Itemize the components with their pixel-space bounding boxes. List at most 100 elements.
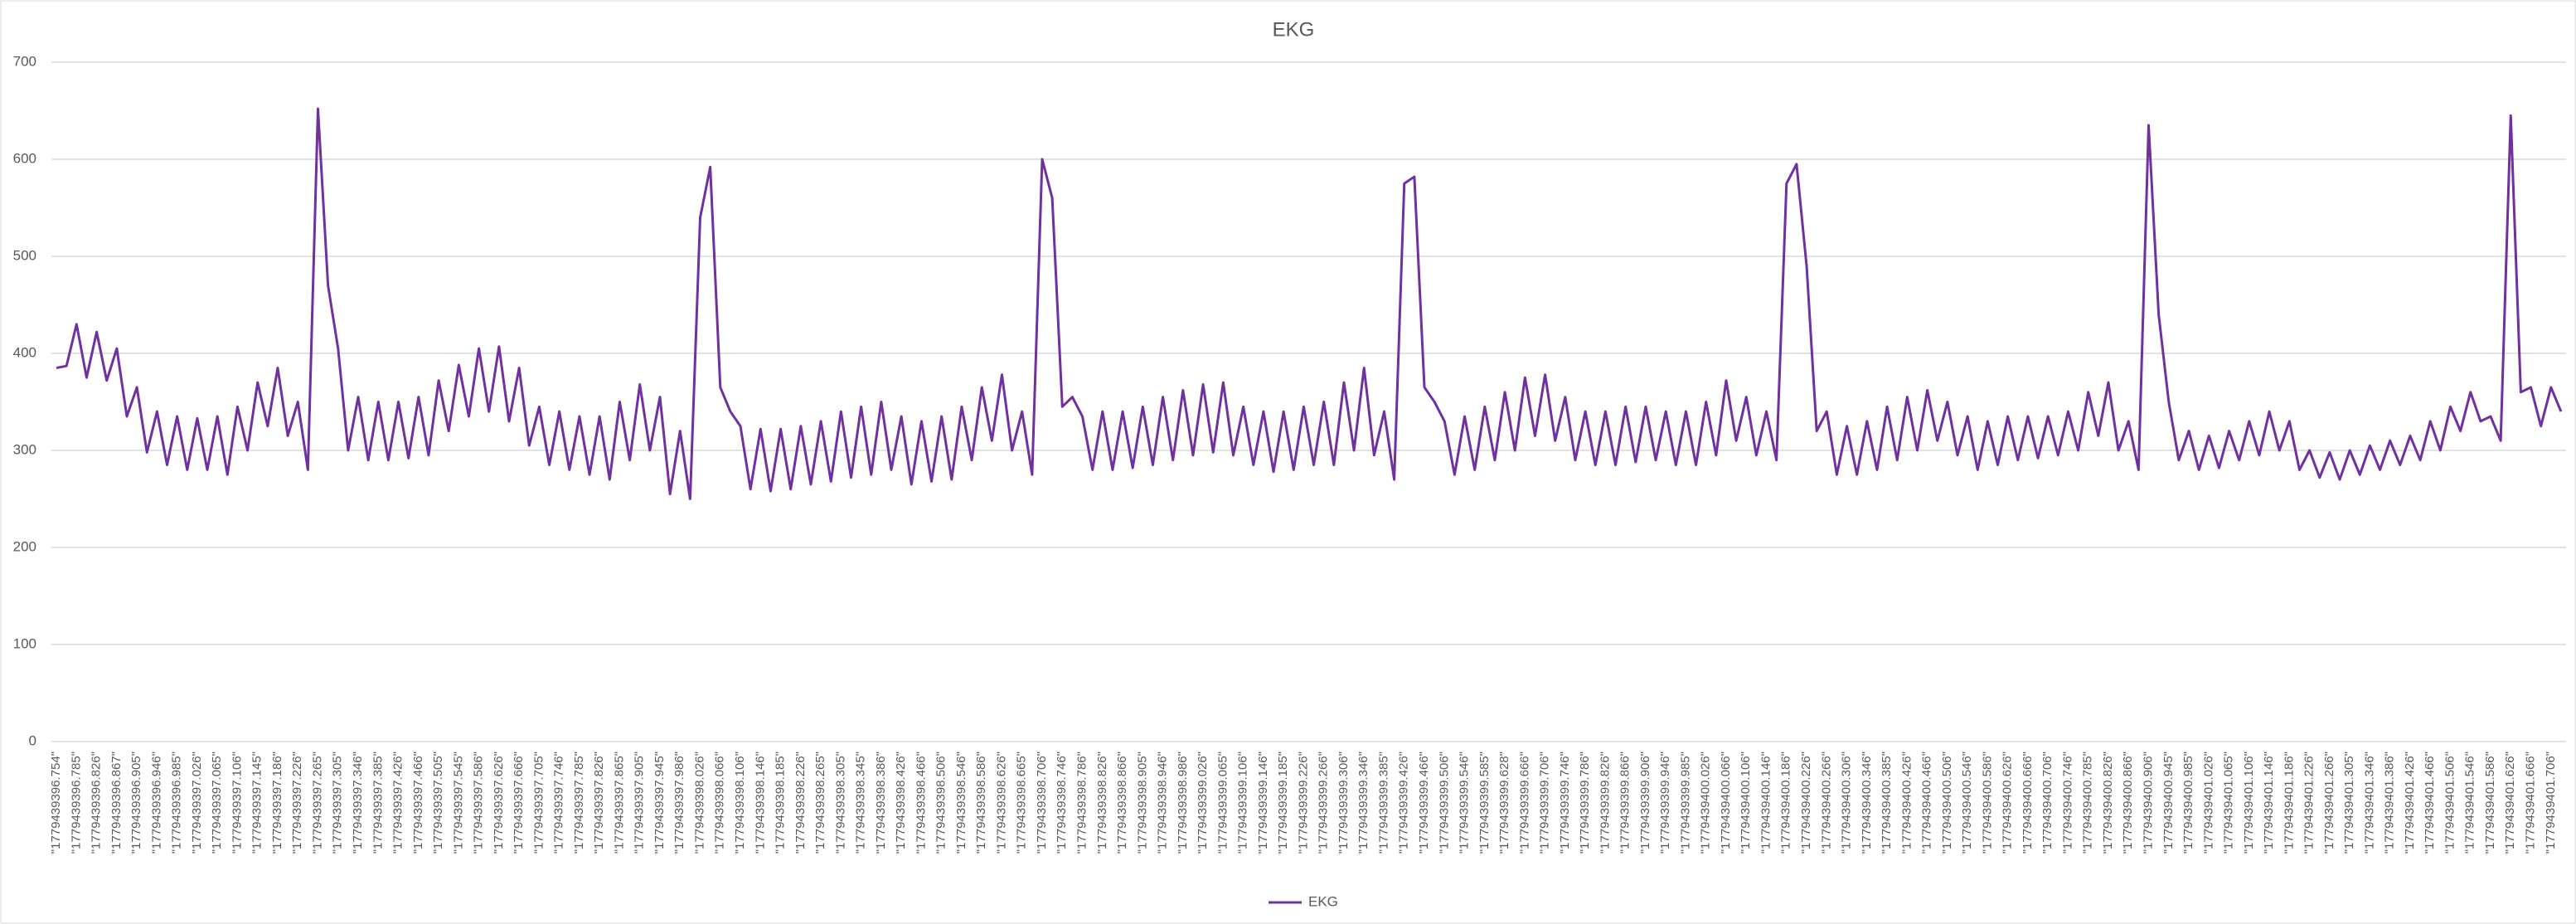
x-tick-label: "1779439399.628" bbox=[1497, 751, 1511, 853]
y-tick-label: 500 bbox=[13, 247, 36, 263]
x-tick-label: "1779439399.666" bbox=[1517, 751, 1531, 853]
x-tick-label: "1779439397.865" bbox=[612, 751, 626, 853]
x-tick-label: "1779439399.026" bbox=[1196, 751, 1210, 853]
x-tick-label: "1779439401.386" bbox=[2383, 751, 2397, 853]
y-tick-label: 0 bbox=[29, 732, 36, 748]
y-tick-label: 400 bbox=[13, 344, 36, 360]
x-tick-label: "1779439400.466" bbox=[1920, 751, 1934, 853]
x-tick-label: "1779439399.985" bbox=[1678, 751, 1692, 853]
x-tick-label: "1779439398.226" bbox=[793, 751, 808, 853]
x-tick-label: "1779439397.466" bbox=[411, 751, 425, 853]
x-tick-label: "1779439397.505" bbox=[431, 751, 445, 853]
x-tick-label: "1779439396.946" bbox=[149, 751, 163, 853]
x-tick-label: "1779439398.466" bbox=[914, 751, 928, 853]
x-tick-label: "1779439397.305" bbox=[331, 751, 345, 853]
x-tick-label: "1779439399.585" bbox=[1477, 751, 1492, 853]
x-tick-label: "1779439398.506" bbox=[934, 751, 948, 853]
x-tick-label: "1779439398.066" bbox=[713, 751, 727, 853]
x-tick-label: "1779439398.706" bbox=[1035, 751, 1049, 853]
x-tick-label: "1779439398.905" bbox=[1135, 751, 1149, 853]
x-tick-label: "1779439399.506" bbox=[1437, 751, 1451, 853]
x-tick-label: "1779439400.945" bbox=[2161, 751, 2176, 853]
x-tick-label: "1779439401.706" bbox=[2544, 751, 2558, 853]
x-tick-label: "1779439400.306" bbox=[1840, 751, 1854, 853]
x-tick-label: "1779439398.185" bbox=[774, 751, 788, 853]
x-tick-label: "1779439397.986" bbox=[672, 751, 686, 853]
x-tick-label: "1779439397.905" bbox=[633, 751, 647, 853]
x-tick-label: "1779439398.946" bbox=[1156, 751, 1170, 853]
x-tick-label: "1779439398.426" bbox=[894, 751, 908, 853]
x-tick-label: "1779439398.866" bbox=[1115, 751, 1129, 853]
x-tick-label: "1779439400.426" bbox=[1899, 751, 1914, 853]
x-tick-label: "1779439400.866" bbox=[2121, 751, 2135, 853]
x-tick-label: "1779439396.985" bbox=[170, 751, 184, 853]
x-tick-label: "1779439400.985" bbox=[2181, 751, 2195, 853]
x-tick-label: "1779439401.305" bbox=[2342, 751, 2356, 853]
x-tick-label: "1779439397.426" bbox=[391, 751, 405, 853]
x-tick-label: "1779439397.226" bbox=[290, 751, 304, 853]
x-tick-label: "1779439401.065" bbox=[2222, 751, 2236, 853]
x-tick-label: "1779439400.586" bbox=[1980, 751, 1994, 853]
x-tick-label: "1779439400.546" bbox=[1960, 751, 1974, 853]
x-tick-label: "1779439397.626" bbox=[492, 751, 506, 853]
x-tick-label: "1779439399.146" bbox=[1256, 751, 1270, 853]
x-tick-label: "1779439398.305" bbox=[833, 751, 847, 853]
x-tick-label: "1779439396.905" bbox=[129, 751, 143, 853]
x-tick-label: "1779439398.746" bbox=[1055, 751, 1069, 853]
x-tick-label: "1779439400.826" bbox=[2101, 751, 2115, 853]
x-tick-label: "1779439401.626" bbox=[2503, 751, 2517, 853]
y-tick-label: 700 bbox=[13, 53, 36, 69]
y-tick-label: 200 bbox=[13, 538, 36, 554]
x-tick-label: "1779439396.867" bbox=[109, 751, 124, 853]
legend-label: EKG bbox=[1308, 893, 1338, 909]
x-tick-label: "1779439397.065" bbox=[210, 751, 224, 853]
x-tick-label: "1779439401.666" bbox=[2524, 751, 2538, 853]
x-tick-label: "1779439398.626" bbox=[994, 751, 1008, 853]
x-tick-label: "1779439397.385" bbox=[371, 751, 385, 853]
x-tick-label: "1779439398.026" bbox=[692, 751, 706, 853]
x-tick-label: "1779439400.106" bbox=[1739, 751, 1753, 853]
x-tick-label: "1779439398.586" bbox=[974, 751, 988, 853]
x-tick-label: "1779439397.265" bbox=[310, 751, 324, 853]
x-tick-label: "1779439401.586" bbox=[2483, 751, 2497, 853]
x-tick-label: "1779439398.665" bbox=[1015, 751, 1029, 853]
x-tick-label: "1779439397.106" bbox=[230, 751, 244, 853]
x-tick-label: "1779439398.826" bbox=[1095, 751, 1109, 853]
x-tick-label: "1779439401.106" bbox=[2242, 751, 2256, 853]
x-tick-label: "1779439400.506" bbox=[1940, 751, 1954, 853]
x-tick-label: "1779439400.026" bbox=[1699, 751, 1713, 853]
x-tick-label: "1779439397.545" bbox=[451, 751, 465, 853]
x-tick-label: "1779439401.266" bbox=[2322, 751, 2336, 853]
x-tick-label: "1779439397.746" bbox=[552, 751, 566, 853]
x-tick-label: "1779439400.226" bbox=[1799, 751, 1813, 853]
x-tick-label: "1779439398.986" bbox=[1176, 751, 1190, 853]
x-tick-label: "1779439400.385" bbox=[1880, 751, 1894, 853]
x-tick-label: "1779439400.706" bbox=[2040, 751, 2054, 853]
x-tick-label: "1779439396.826" bbox=[90, 751, 104, 853]
x-tick-label: "1779439398.386" bbox=[874, 751, 888, 853]
x-tick-label: "1779439397.826" bbox=[592, 751, 606, 853]
x-tick-label: "1779439397.145" bbox=[250, 751, 264, 853]
x-tick-label: "1779439397.186" bbox=[270, 751, 284, 853]
x-tick-label: "1779439400.906" bbox=[2141, 751, 2155, 853]
x-tick-label: "1779439398.546" bbox=[954, 751, 968, 853]
x-tick-label: "1779439399.466" bbox=[1417, 751, 1431, 853]
x-tick-label: "1779439399.906" bbox=[1638, 751, 1652, 853]
x-tick-label: "1779439398.345" bbox=[854, 751, 868, 853]
y-tick-label: 300 bbox=[13, 441, 36, 457]
x-tick-label: "1779439398.146" bbox=[753, 751, 767, 853]
x-tick-label: "1779439399.065" bbox=[1215, 751, 1230, 853]
x-tick-label: "1779439399.226" bbox=[1296, 751, 1310, 853]
x-tick-label: "1779439401.346" bbox=[2362, 751, 2376, 853]
x-tick-label: "1779439398.265" bbox=[813, 751, 827, 853]
x-tick-label: "1779439401.506" bbox=[2443, 751, 2457, 853]
x-tick-label: "1779439399.346" bbox=[1356, 751, 1370, 853]
x-tick-label: "1779439399.826" bbox=[1598, 751, 1612, 853]
data-line bbox=[56, 107, 2563, 500]
x-tick-label: "1779439399.786" bbox=[1578, 751, 1592, 853]
x-tick-label: "1779439401.026" bbox=[2201, 751, 2215, 853]
x-tick-label: "1779439399.185" bbox=[1276, 751, 1290, 853]
x-tick-label: "1779439399.385" bbox=[1376, 751, 1390, 853]
